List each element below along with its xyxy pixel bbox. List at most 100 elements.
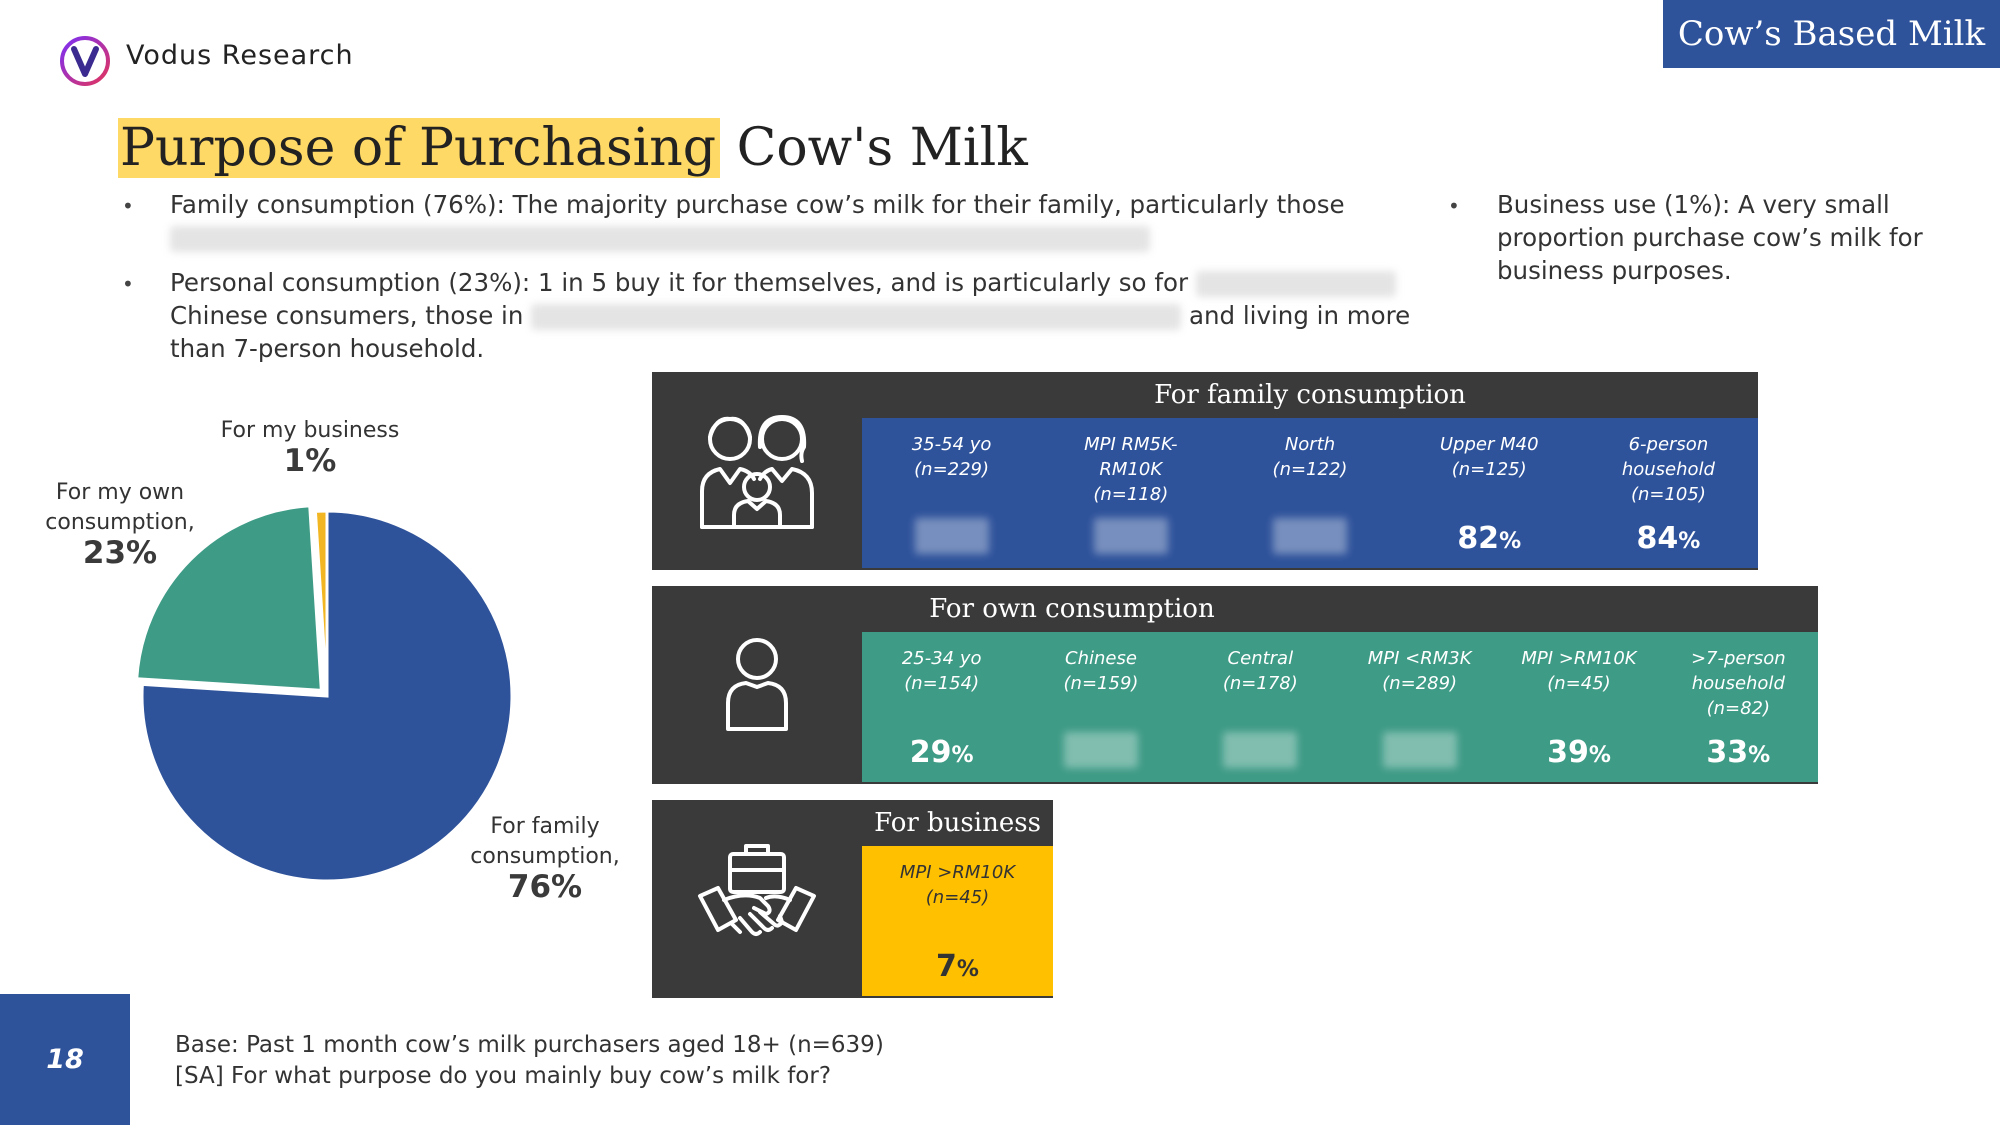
segment-label-line: 35-54 yo <box>911 434 992 455</box>
title-rest: Cow's Milk <box>720 118 1028 178</box>
handshake-briefcase-icon <box>698 844 816 936</box>
segment-label: MPI <RM3K (n=289) <box>1340 646 1499 696</box>
pie-label-family-text-1: For family <box>490 814 600 839</box>
segment-label-line: (n=45) <box>925 887 990 908</box>
segment-cell: Central (n=178) <box>1181 632 1340 782</box>
person-icon-box <box>652 586 862 784</box>
segment-label: Upper M40 (n=125) <box>1400 432 1579 482</box>
segment-value: 7% <box>862 952 1053 983</box>
segment-value-number: 82 <box>1457 521 1500 556</box>
segment-cell: Chinese (n=159) <box>1021 632 1180 782</box>
segment-label: 25-34 yo (n=154) <box>862 646 1021 696</box>
bullet-family: Family consumption (76%): The majority p… <box>170 188 1400 254</box>
bullet-dot: • <box>1448 194 1460 218</box>
segment-value-unit: % <box>951 743 974 768</box>
segment-label-line: RM10K <box>1099 459 1163 480</box>
pie-label-own-text-1: For my own <box>55 480 185 505</box>
segment-cell: MPI RM5K- RM10K (n=118) <box>1041 418 1220 568</box>
segment-label-line: (n=289) <box>1382 673 1458 694</box>
page-number: 18 <box>0 994 130 1125</box>
pie-value-family: 76% <box>507 869 583 905</box>
business-icon-box <box>652 800 862 998</box>
bullet-dot: • <box>122 194 134 218</box>
pie-slice-business <box>313 509 329 697</box>
segment-value: 82% <box>1400 524 1579 555</box>
segment-cell: 6-person household (n=105) 84% <box>1579 418 1758 568</box>
segment-label-line: (n=178) <box>1222 673 1298 694</box>
segment-cell: >7-person household (n=82) 33% <box>1659 632 1818 782</box>
segment-label-line: Upper M40 <box>1439 434 1539 455</box>
segment-label: MPI >RM10K (n=45) <box>862 860 1053 910</box>
redacted-value <box>914 518 989 554</box>
redacted-value <box>1382 732 1457 768</box>
person-icon <box>726 638 788 731</box>
segment-value: 39% <box>1499 738 1658 769</box>
bullet-personal-text-1: Personal consumption (23%): 1 in 5 buy i… <box>170 268 1189 297</box>
pie-label-business: For my business 1% <box>180 416 440 479</box>
segment-label-line: MPI RM5K- <box>1084 434 1178 455</box>
panel-own: For own consumption 25-34 yo (n=154) 29% Ch… <box>652 586 1818 784</box>
segment-label-line: (n=159) <box>1063 673 1139 694</box>
segment-label-line: >7-person <box>1690 648 1786 669</box>
segment-label-line: Central <box>1227 648 1294 669</box>
panel-family-strip: 35-54 yo (n=229) MPI RM5K- RM10K (n=118) Nort… <box>862 418 1758 568</box>
segment-label: MPI RM5K- RM10K (n=118) <box>1041 432 1220 507</box>
pie-slice-family <box>140 509 514 883</box>
segment-cell: MPI <RM3K (n=289) <box>1340 632 1499 782</box>
bullet-personal-text-4: than 7-person household. <box>170 334 485 363</box>
redacted-value <box>1093 518 1168 554</box>
segment-cell: 35-54 yo (n=229) <box>862 418 1041 568</box>
segment-cell: North (n=122) <box>1220 418 1399 568</box>
family-icon <box>700 415 814 529</box>
bullet-family-text: Family consumption (76%): The majority p… <box>170 190 1345 219</box>
title-highlight: Purpose of Purchasing <box>118 118 721 178</box>
segment-label-line: household <box>1691 673 1785 694</box>
segment-label-line: (n=125) <box>1451 459 1527 480</box>
segment-label: 6-person household (n=105) <box>1579 432 1758 507</box>
pie-value-own: 23% <box>82 535 158 571</box>
pie-label-own: For my own consumption, 23% <box>30 478 210 571</box>
segment-label-line: MPI >RM10K <box>1521 648 1637 669</box>
bullet-personal: Personal consumption (23%): 1 in 5 buy i… <box>170 266 1430 365</box>
panel-business: For business MPI >RM10K (n=45) 7% <box>652 800 1053 998</box>
category-tag: Cow’s Based Milk <box>1663 0 2000 68</box>
segment-value-unit: % <box>1499 529 1522 554</box>
segment-value-unit: % <box>956 957 979 982</box>
segment-label-line: household <box>1621 459 1715 480</box>
redacted-text <box>1195 271 1396 297</box>
segment-value-unit: % <box>1678 529 1701 554</box>
segment-value-number: 7 <box>936 949 957 984</box>
pie-chart <box>136 505 514 883</box>
segment-value-number: 84 <box>1636 521 1679 556</box>
page-title: Purpose of Purchasing Cow's Milk <box>118 118 1028 178</box>
segment-label-line: (n=122) <box>1272 459 1348 480</box>
redacted-text <box>531 304 1182 330</box>
segment-value-number: 39 <box>1547 735 1589 770</box>
panel-business-title: For business <box>874 808 1041 838</box>
redacted-value <box>1223 732 1298 768</box>
base-note-line-1: Base: Past 1 month cow’s milk purchasers… <box>175 1032 884 1058</box>
segment-label: Chinese (n=159) <box>1021 646 1180 696</box>
segment-label-line: North <box>1284 434 1336 455</box>
segment-label-line: (n=118) <box>1093 484 1169 505</box>
segment-cell: MPI >RM10K (n=45) 39% <box>1499 632 1658 782</box>
segment-label: North (n=122) <box>1220 432 1399 482</box>
segment-label: Central (n=178) <box>1181 646 1340 696</box>
segment-label: >7-person household (n=82) <box>1659 646 1818 721</box>
segment-value-number: 29 <box>909 735 952 770</box>
bullet-personal-text-2: Chinese consumers, those in <box>170 301 524 330</box>
panel-family: For family consumption 35-54 yo (n=229) MP… <box>652 372 1758 570</box>
panel-business-strip: MPI >RM10K (n=45) 7% <box>862 846 1053 996</box>
segment-label-line: (n=105) <box>1630 484 1706 505</box>
segment-cell: MPI >RM10K (n=45) 7% <box>862 846 1053 996</box>
redacted-value <box>1063 732 1138 768</box>
bullet-business: Business use (1%): A very small proporti… <box>1497 190 1923 285</box>
redacted-value <box>1273 518 1347 554</box>
pie-value-business: 1% <box>283 443 337 479</box>
segment-value: 84% <box>1579 524 1758 555</box>
pie-label-own-text-2: consumption, <box>45 510 195 535</box>
segment-cell: Upper M40 (n=125) 82% <box>1400 418 1579 568</box>
panel-family-title: For family consumption <box>1154 380 1466 410</box>
brand-name: Vodus Research <box>126 40 354 71</box>
segment-cell: 25-34 yo (n=154) 29% <box>862 632 1021 782</box>
